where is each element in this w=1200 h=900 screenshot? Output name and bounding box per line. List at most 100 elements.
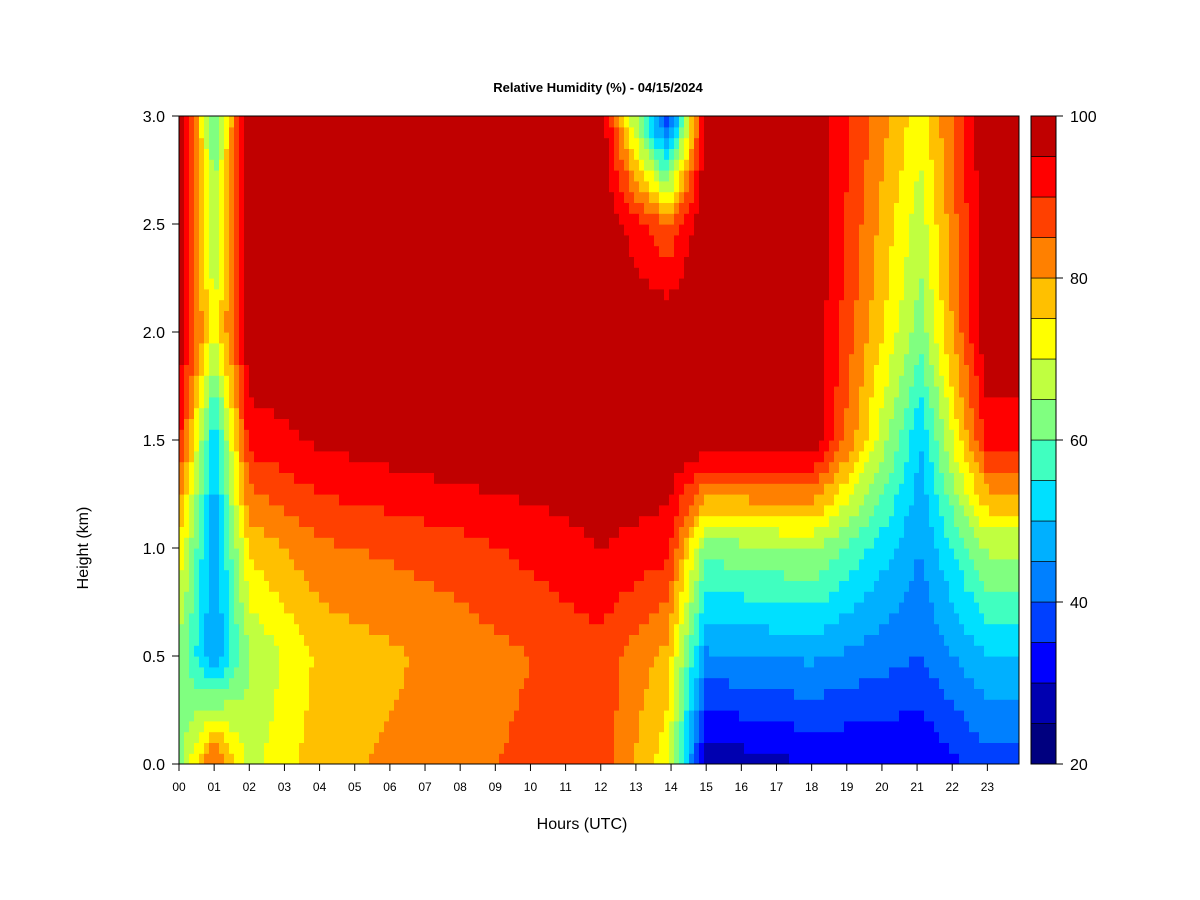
heatmap-cell [339, 666, 345, 679]
heatmap-cell [379, 483, 385, 495]
heatmap-cell [574, 558, 580, 571]
heatmap-cell [204, 450, 210, 463]
heatmap-cell [544, 461, 550, 473]
heatmap-cell [579, 569, 585, 581]
heatmap-cell [449, 299, 455, 311]
heatmap-cell [259, 159, 265, 171]
heatmap-cell [589, 256, 595, 268]
heatmap-cell [389, 569, 395, 581]
heatmap-cell [394, 375, 400, 387]
heatmap-cell [314, 548, 320, 560]
heatmap-cell [444, 450, 450, 463]
heatmap-cell [364, 213, 370, 225]
heatmap-cell [444, 731, 450, 743]
heatmap-cell [444, 742, 450, 754]
heatmap-cell [259, 137, 265, 149]
heatmap-cell [459, 656, 465, 668]
heatmap-cell [324, 634, 330, 646]
heatmap-cell [389, 137, 395, 149]
heatmap-cell [309, 602, 315, 614]
heatmap-cell [284, 720, 290, 733]
heatmap-cell [204, 753, 210, 764]
heatmap-cell [404, 472, 410, 484]
heatmap-cell [334, 375, 340, 387]
heatmap-cell [554, 321, 560, 333]
heatmap-cell [379, 321, 385, 333]
heatmap-cell [559, 753, 565, 764]
heatmap-cell [224, 299, 230, 311]
heatmap-cell [194, 288, 200, 301]
heatmap-cell [189, 396, 195, 409]
heatmap-cell [394, 278, 400, 290]
heatmap-cell [539, 569, 545, 581]
heatmap-cell [249, 137, 255, 149]
heatmap-cell [504, 126, 510, 139]
heatmap-cell [394, 256, 400, 268]
heatmap-cell [199, 342, 205, 355]
heatmap-cell [379, 666, 385, 679]
heatmap-cell [214, 278, 220, 290]
heatmap-cell [319, 569, 325, 581]
heatmap-cell [194, 299, 200, 311]
heatmap-cell [429, 386, 435, 398]
heatmap-cell [189, 612, 195, 625]
heatmap-cell [399, 483, 405, 495]
heatmap-cell [434, 386, 440, 398]
heatmap-cell [279, 126, 285, 139]
heatmap-cell [304, 180, 310, 193]
heatmap-cell [419, 180, 425, 193]
heatmap-cell [234, 310, 240, 322]
heatmap-cell [399, 278, 405, 290]
heatmap-cell [424, 720, 430, 733]
heatmap-cell [574, 321, 580, 333]
heatmap-cell [544, 526, 550, 538]
heatmap-cell [504, 666, 510, 679]
heatmap-cell [389, 656, 395, 668]
heatmap-cell [179, 558, 185, 571]
heatmap-cell [229, 288, 235, 301]
heatmap-cell [494, 666, 500, 679]
heatmap-cell [234, 656, 240, 668]
heatmap-cell [319, 137, 325, 149]
heatmap-cell [569, 159, 575, 171]
heatmap-cell [229, 483, 235, 495]
heatmap-cell [579, 342, 585, 355]
heatmap-cell [444, 407, 450, 419]
heatmap-cell [204, 742, 210, 754]
heatmap-cell [239, 180, 245, 193]
heatmap-cell [559, 267, 565, 279]
heatmap-cell [244, 461, 250, 473]
heatmap-cell [569, 137, 575, 149]
heatmap-cell [569, 515, 575, 527]
heatmap-cell [329, 548, 335, 560]
heatmap-cell [344, 753, 350, 764]
heatmap-cell [484, 288, 490, 301]
heatmap-cell [474, 321, 480, 333]
heatmap-cell [409, 202, 415, 214]
heatmap-cell [564, 677, 570, 689]
heatmap-cell [299, 234, 305, 247]
heatmap-cell [519, 494, 525, 506]
heatmap-cell [484, 450, 490, 463]
heatmap-cell [199, 666, 205, 679]
heatmap-cell [334, 213, 340, 225]
heatmap-cell [259, 180, 265, 193]
heatmap-cell [544, 548, 550, 560]
heatmap-cell [194, 699, 200, 711]
heatmap-cell [414, 753, 420, 764]
heatmap-cell [259, 256, 265, 268]
heatmap-cell [384, 602, 390, 614]
heatmap-cell [469, 224, 475, 236]
heatmap-cell [379, 342, 385, 355]
heatmap-cell [209, 494, 215, 506]
heatmap-cell [334, 429, 340, 441]
heatmap-cell [224, 494, 230, 506]
heatmap-cell [249, 699, 255, 711]
heatmap-cell [334, 602, 340, 614]
heatmap-cell [334, 677, 340, 689]
heatmap-cell [199, 267, 205, 279]
heatmap-cell [184, 580, 190, 592]
heatmap-cell [349, 202, 355, 214]
heatmap-cell [314, 353, 320, 365]
heatmap-cell [199, 224, 205, 236]
